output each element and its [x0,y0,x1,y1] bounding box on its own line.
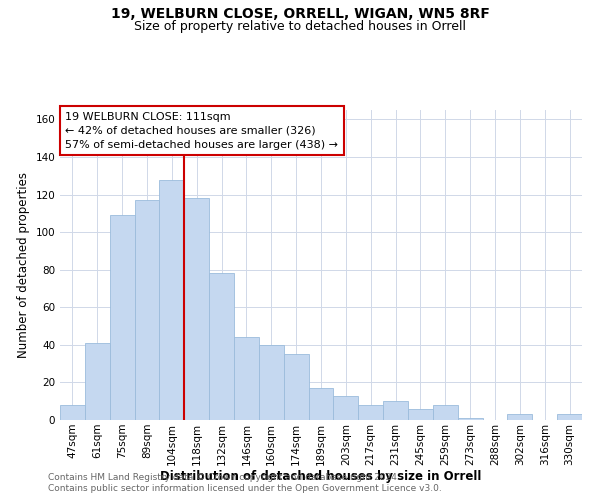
Bar [308,388,334,420]
Bar [134,200,160,420]
Text: 19, WELBURN CLOSE, ORRELL, WIGAN, WN5 8RF: 19, WELBURN CLOSE, ORRELL, WIGAN, WN5 8R… [110,8,490,22]
Text: Contains HM Land Registry data © Crown copyright and database right 2024.: Contains HM Land Registry data © Crown c… [48,472,400,482]
Bar [234,338,259,420]
Text: Contains public sector information licensed under the Open Government Licence v3: Contains public sector information licen… [48,484,442,493]
Bar [334,396,358,420]
Y-axis label: Number of detached properties: Number of detached properties [17,172,30,358]
Bar [209,274,234,420]
Bar [284,354,308,420]
Bar [184,198,209,420]
Bar [383,401,408,420]
X-axis label: Distribution of detached houses by size in Orrell: Distribution of detached houses by size … [160,470,482,484]
Bar [358,405,383,420]
Bar [110,215,134,420]
Bar [433,405,458,420]
Bar [85,343,110,420]
Bar [160,180,184,420]
Bar [259,345,284,420]
Text: 19 WELBURN CLOSE: 111sqm
← 42% of detached houses are smaller (326)
57% of semi-: 19 WELBURN CLOSE: 111sqm ← 42% of detach… [65,112,338,150]
Bar [408,408,433,420]
Bar [557,414,582,420]
Bar [508,414,532,420]
Bar [60,405,85,420]
Bar [458,418,482,420]
Text: Size of property relative to detached houses in Orrell: Size of property relative to detached ho… [134,20,466,33]
